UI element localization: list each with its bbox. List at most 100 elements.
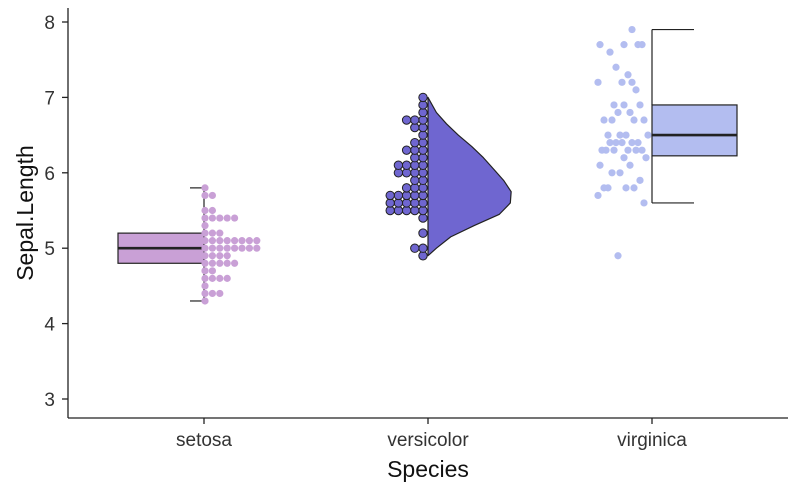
- versicolor-half-violin: [427, 96, 512, 257]
- virginica-point: [604, 131, 612, 139]
- setosa-point: [216, 229, 224, 237]
- y-tick-label: 7: [44, 88, 55, 109]
- setosa-point: [201, 229, 209, 237]
- virginica-point: [626, 161, 634, 169]
- virginica-point: [616, 131, 624, 139]
- setosa-point: [216, 252, 224, 260]
- setosa-point: [223, 259, 231, 267]
- virginica-point: [626, 108, 634, 117]
- virginica-point: [614, 252, 622, 260]
- versicolor-point: [401, 160, 412, 170]
- virginica-point: [608, 169, 616, 177]
- virginica-point: [598, 146, 606, 154]
- virginica-point: [594, 78, 602, 86]
- virginica-point: [642, 154, 650, 162]
- versicolor-point: [418, 92, 428, 103]
- setosa-point: [245, 244, 253, 252]
- virginica-point: [636, 176, 644, 184]
- virginica-point: [612, 139, 620, 147]
- virginica-point: [640, 116, 648, 124]
- setosa-point: [216, 244, 224, 252]
- y-tick-label: 4: [44, 315, 55, 336]
- setosa-point: [216, 289, 224, 298]
- x-tick-label: setosa: [176, 430, 232, 451]
- virginica-point: [610, 146, 618, 154]
- setosa-point: [201, 214, 209, 222]
- virginica-point: [632, 146, 640, 154]
- setosa-point: [208, 259, 216, 267]
- setosa-point: [208, 214, 216, 222]
- setosa-point: [201, 297, 209, 305]
- virginica-point: [644, 131, 652, 139]
- setosa-point: [201, 289, 209, 298]
- setosa-point: [201, 191, 209, 200]
- virginica-point: [624, 146, 632, 154]
- virginica-point: [616, 169, 624, 177]
- setosa-point: [223, 214, 231, 222]
- versicolor-point: [393, 190, 404, 201]
- virginica-point: [632, 86, 640, 94]
- versicolor-point: [410, 137, 420, 148]
- versicolor-point: [410, 243, 420, 253]
- setosa-point: [201, 184, 209, 192]
- virginica-point: [636, 101, 644, 109]
- virginica-point: [606, 48, 614, 56]
- virginica-point: [600, 184, 608, 192]
- virginica-point: [620, 101, 628, 109]
- setosa-point: [201, 221, 209, 230]
- plot-area: [117, 25, 738, 305]
- virginica-point: [606, 139, 614, 147]
- x-tick-label: virginica: [617, 430, 687, 451]
- setosa-point: [201, 237, 209, 245]
- virginica-point: [634, 139, 642, 147]
- virginica-point: [620, 154, 628, 162]
- setosa-point: [238, 244, 246, 252]
- setosa-point: [208, 191, 216, 200]
- virginica-point: [618, 139, 626, 147]
- setosa-point: [208, 244, 216, 252]
- virginica-point: [610, 101, 618, 109]
- virginica-point: [630, 184, 638, 192]
- versicolor-point: [401, 115, 412, 125]
- versicolor-point: [410, 115, 420, 125]
- setosa-point: [201, 282, 209, 290]
- versicolor-point: [385, 190, 395, 201]
- setosa-point: [223, 252, 231, 260]
- setosa-point: [253, 237, 261, 245]
- setosa-point: [216, 214, 224, 222]
- virginica-point: [618, 78, 626, 86]
- virginica-point: [640, 199, 648, 207]
- x-tick-label: versicolor: [387, 430, 469, 451]
- setosa-point: [245, 237, 253, 245]
- versicolor-point: [401, 183, 412, 193]
- setosa-point: [201, 259, 209, 267]
- setosa-point: [208, 206, 216, 215]
- virginica-point: [600, 116, 608, 124]
- setosa-point: [231, 259, 239, 267]
- virginica-box: [651, 104, 738, 157]
- virginica-point: [614, 108, 622, 117]
- setosa-point: [223, 274, 231, 282]
- y-tick-label: 8: [44, 13, 55, 34]
- setosa-point: [201, 244, 209, 252]
- setosa-point: [253, 244, 261, 252]
- setosa-point: [201, 206, 209, 215]
- versicolor-point: [393, 160, 404, 170]
- setosa-point: [208, 289, 216, 298]
- setosa-point: [208, 229, 216, 237]
- setosa-point: [231, 214, 239, 222]
- setosa-point: [231, 237, 239, 245]
- setosa-point: [223, 244, 231, 252]
- virginica-point: [624, 71, 632, 79]
- virginica-point: [638, 146, 646, 154]
- virginica-point: [622, 131, 630, 139]
- setosa-point: [208, 274, 216, 282]
- setosa-point: [216, 259, 224, 267]
- virginica-point: [628, 139, 636, 147]
- y-tick-label: 3: [44, 390, 55, 411]
- virginica-point: [622, 184, 630, 192]
- setosa-point: [208, 252, 216, 260]
- virginica-point: [594, 191, 602, 200]
- setosa-point: [238, 237, 246, 245]
- axes: 3 4 5 6 7 8 setosa versicolor virginica: [44, 8, 788, 451]
